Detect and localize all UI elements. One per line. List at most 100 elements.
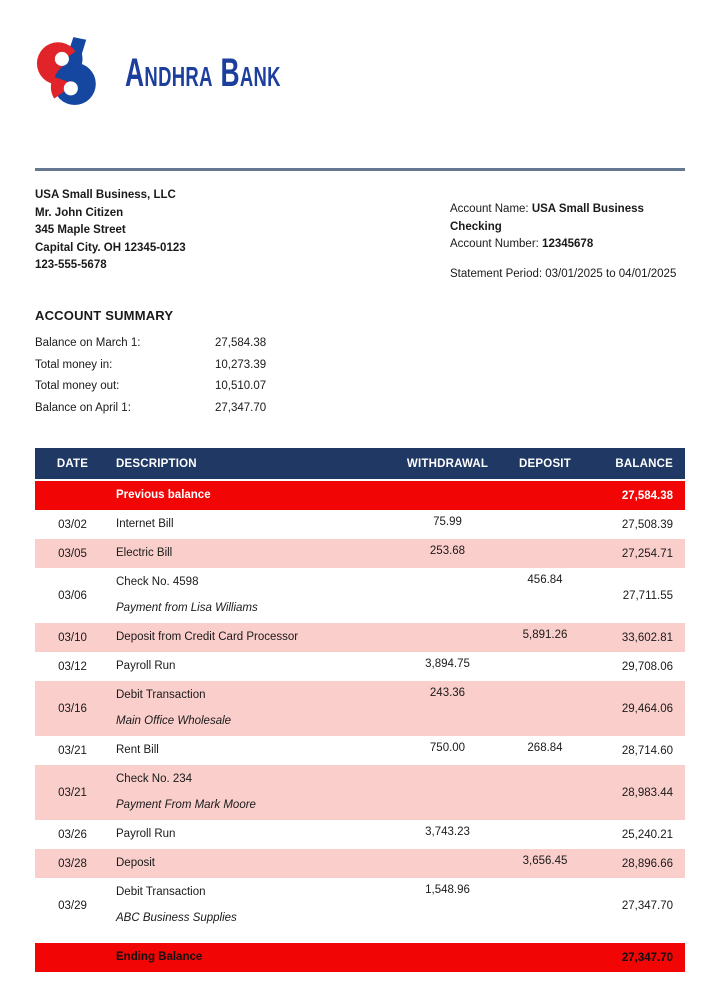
bank-name: Andhra Bank xyxy=(125,50,281,95)
summary-row: Total money out: 10,510.07 xyxy=(35,380,267,392)
transactions-table: DATE DESCRIPTION WITHDRAWAL DEPOSIT BALA… xyxy=(35,448,685,972)
transaction-deposit xyxy=(500,539,590,568)
summary-row: Balance on March 1: 27,584.38 xyxy=(35,337,267,349)
transaction-balance: 28,896.66 xyxy=(590,849,685,878)
ending-balance-row: Ending Balance 27,347.70 xyxy=(35,943,685,972)
statement-info: USA Small Business, LLC Mr. John Citizen… xyxy=(35,187,685,283)
header-deposit: DEPOSIT xyxy=(500,448,590,480)
transaction-date: 03/26 xyxy=(58,828,87,841)
address-line: Capital City. OH 12345-0123 xyxy=(35,241,186,254)
transaction-balance: 27,254.71 xyxy=(590,539,685,568)
transaction-description: Payroll Run xyxy=(116,828,176,840)
transaction-rows: Previous balance 27,584.38 03/02 Interne… xyxy=(35,479,685,933)
statement-period-line: Statement Period: 03/01/2025 to 04/01/20… xyxy=(450,267,677,280)
header-description: DESCRIPTION xyxy=(110,448,395,480)
transaction-row: 03/05 Electric Bill 253.68 27,254.71 xyxy=(35,539,685,568)
address-line: USA Small Business, LLC xyxy=(35,189,176,201)
transaction-balance: 27,508.39 xyxy=(621,518,673,531)
transaction-deposit: 3,656.45 xyxy=(500,849,590,878)
transaction-withdrawal: 3,743.23 xyxy=(425,826,470,838)
transaction-deposit xyxy=(500,510,590,539)
account-number-line: Account Number: 12345678 xyxy=(450,238,594,250)
ending-balance-label: Ending Balance xyxy=(110,943,395,972)
transaction-date: 03/05 xyxy=(35,539,110,568)
transaction-date: 03/29 xyxy=(58,899,87,912)
transaction-withdrawal xyxy=(395,623,500,652)
transaction-withdrawal: 243.36 xyxy=(395,681,500,736)
transaction-withdrawal xyxy=(395,765,500,820)
transaction-description: Debit Transaction ABC Business Supplies xyxy=(116,886,237,924)
previous-balance-amount: 27,584.38 xyxy=(590,479,685,510)
transaction-row: 03/21 Rent Bill 750.00 268.84 28,714.60 xyxy=(35,736,685,765)
transaction-deposit xyxy=(500,820,590,849)
transaction-row: 03/26 Payroll Run 3,743.23 25,240.21 xyxy=(35,820,685,849)
transaction-date: 03/12 xyxy=(58,660,87,673)
transaction-withdrawal: 253.68 xyxy=(395,539,500,568)
transaction-withdrawal: 750.00 xyxy=(429,742,466,754)
previous-balance-label: Previous balance xyxy=(110,479,395,510)
transaction-row: 03/28 Deposit 3,656.45 28,896.66 xyxy=(35,849,685,878)
transaction-deposit xyxy=(500,681,590,736)
transaction-deposit xyxy=(500,878,590,933)
transaction-date: 03/16 xyxy=(35,681,110,736)
transaction-withdrawal xyxy=(395,849,500,878)
transaction-date: 03/21 xyxy=(58,744,87,757)
transaction-row: 03/12 Payroll Run 3,894.75 29,708.06 xyxy=(35,652,685,681)
previous-balance-row: Previous balance 27,584.38 xyxy=(35,479,685,510)
transaction-deposit xyxy=(500,652,590,681)
transaction-row: 03/29 Debit Transaction ABC Business Sup… xyxy=(35,878,685,933)
transaction-date: 03/02 xyxy=(58,518,87,531)
transaction-description: Electric Bill xyxy=(110,539,395,568)
account-summary-title: ACCOUNT SUMMARY xyxy=(35,308,174,323)
header-divider xyxy=(35,168,685,171)
transaction-withdrawal: 1,548.96 xyxy=(425,884,470,896)
transaction-balance: 33,602.81 xyxy=(590,623,685,652)
transaction-description: Payroll Run xyxy=(116,660,176,672)
transaction-deposit: 5,891.26 xyxy=(500,623,590,652)
transaction-deposit xyxy=(500,765,590,820)
table-spacer xyxy=(35,933,685,943)
header-withdrawal: WITHDRAWAL xyxy=(395,448,500,480)
statement-period-value: 03/01/2025 to 04/01/2025 xyxy=(545,267,677,280)
account-summary: Balance on March 1: 27,584.38 Total money… xyxy=(35,333,685,419)
transaction-deposit: 456.84 xyxy=(527,574,563,586)
transaction-withdrawal: 75.99 xyxy=(433,516,462,528)
transaction-description: Debit Transaction Main Office Wholesale xyxy=(110,681,395,736)
address-line: 345 Maple Street xyxy=(35,224,126,236)
transaction-balance: 27,347.70 xyxy=(621,899,673,912)
account-name-line: Account Name: USA Small Business Checkin… xyxy=(450,203,644,233)
ending-balance-amount: 27,347.70 xyxy=(590,943,685,972)
account-number-value: 12345678 xyxy=(542,238,594,250)
transaction-balance: 25,240.21 xyxy=(621,828,673,841)
transaction-description: Deposit from Credit Card Processor xyxy=(110,623,395,652)
transaction-row: 03/02 Internet Bill 75.99 27,508.39 xyxy=(35,510,685,539)
summary-row: Total money in: 10,273.39 xyxy=(35,358,267,371)
address-line: Mr. John Citizen xyxy=(35,206,124,219)
transaction-description: Deposit xyxy=(110,849,395,878)
transaction-balance: 29,708.06 xyxy=(621,660,673,673)
summary-row: Balance on April 1: 27,347.70 xyxy=(35,401,267,414)
transaction-withdrawal: 3,894.75 xyxy=(425,658,470,670)
transaction-date: 03/10 xyxy=(35,623,110,652)
header-date: DATE xyxy=(35,448,110,480)
account-details: Account Name: USA Small Business Checkin… xyxy=(450,187,685,283)
table-header: DATE DESCRIPTION WITHDRAWAL DEPOSIT BALA… xyxy=(35,448,685,480)
andhra-bank-logo-icon xyxy=(36,37,96,105)
bank-logo: Andhra Bank xyxy=(35,36,685,110)
transaction-date: 03/06 xyxy=(58,589,87,602)
account-holder-address: USA Small Business, LLC Mr. John Citizen… xyxy=(35,187,186,283)
transaction-row: 03/16 Debit Transaction Main Office Whol… xyxy=(35,681,685,736)
transaction-date: 03/21 xyxy=(35,765,110,820)
transaction-balance: 27,711.55 xyxy=(622,589,673,602)
transaction-balance: 28,714.60 xyxy=(621,744,673,757)
header-balance: BALANCE xyxy=(590,448,685,480)
transaction-balance: 29,464.06 xyxy=(590,681,685,736)
transaction-balance: 28,983.44 xyxy=(590,765,685,820)
address-line: 123-555-5678 xyxy=(35,259,107,271)
transaction-description: Internet Bill xyxy=(116,518,174,530)
transaction-row: 03/06 Check No. 4598 Payment from Lisa W… xyxy=(35,568,685,623)
transaction-deposit: 268.84 xyxy=(527,742,563,754)
transaction-row: 03/21 Check No. 234 Payment From Mark Mo… xyxy=(35,765,685,820)
account-name-value: USA Small Business Checking xyxy=(450,203,644,233)
